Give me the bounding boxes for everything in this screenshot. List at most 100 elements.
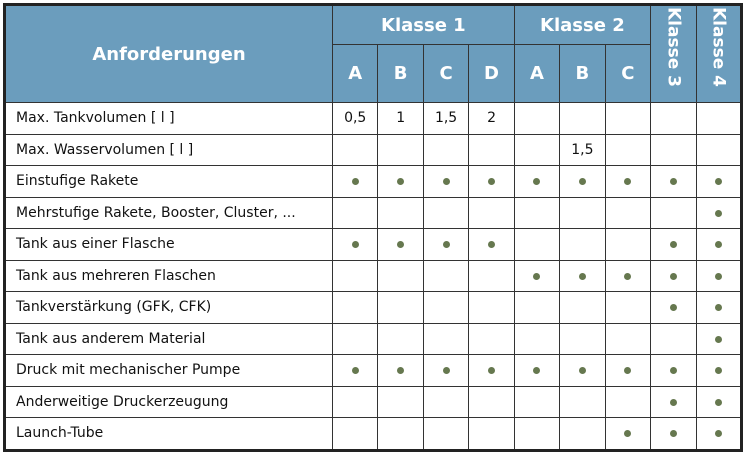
dot-marker-icon	[714, 209, 722, 217]
table-cell	[422, 322, 470, 355]
dot-marker-icon	[624, 272, 632, 280]
header-k1-a: A	[331, 44, 379, 103]
table-row: Tank aus mehreren Flaschen	[4, 259, 742, 292]
dot-marker-icon	[714, 430, 722, 438]
table-cell	[377, 322, 424, 355]
dot-marker-icon	[533, 178, 541, 186]
dot-marker-icon	[351, 178, 359, 186]
table-cell	[468, 385, 515, 418]
table-cell	[468, 322, 515, 355]
dot-marker-icon	[669, 367, 677, 375]
table-cell	[377, 385, 424, 418]
table-row: Tankverstärkung (GFK, CFK)	[4, 291, 742, 324]
dot-marker-icon	[624, 430, 632, 438]
table-row: Max. Wasservolumen [ l ] 1,5	[4, 133, 742, 166]
header-klasse-3: Klasse 3	[650, 4, 697, 103]
dot-marker-icon	[442, 367, 450, 375]
table-cell	[377, 196, 424, 229]
table-cell	[650, 385, 697, 418]
header-k1-d: D	[468, 44, 515, 103]
table-cell	[331, 354, 379, 387]
row-label: Anderweitige Druckerzeugung	[4, 385, 333, 418]
dot-marker-icon	[442, 178, 450, 186]
header-anforderungen: Anforderungen	[4, 4, 333, 103]
table-cell	[331, 417, 379, 451]
table-cell	[468, 354, 515, 387]
header-klasse-4: Klasse 4	[695, 4, 742, 103]
table-cell	[377, 354, 424, 387]
table-cell	[650, 228, 697, 261]
table-cell	[604, 417, 652, 451]
table-body: Max. Tankvolumen [ l ] 0,5 1 1,5 2 Max. Wasse…	[4, 102, 742, 451]
table-cell	[559, 385, 606, 418]
table-cell	[604, 322, 652, 355]
dot-marker-icon	[669, 272, 677, 280]
dot-marker-icon	[578, 272, 586, 280]
dot-marker-icon	[714, 335, 722, 343]
header-k2-c: C	[604, 44, 652, 103]
table-cell	[559, 322, 606, 355]
table-cell	[604, 259, 652, 292]
table-row: Anderweitige Druckerzeugung	[4, 385, 742, 418]
table-cell	[559, 228, 606, 261]
row-label: Max. Tankvolumen [ l ]	[4, 102, 333, 135]
row-label: Tank aus mehreren Flaschen	[4, 259, 333, 292]
dot-marker-icon	[351, 367, 359, 375]
table-cell	[604, 165, 652, 198]
table-cell	[559, 102, 606, 135]
table-cell	[650, 354, 697, 387]
table-row: Mehrstufige Rakete, Booster, Cluster, ..…	[4, 196, 742, 229]
table-cell	[331, 133, 379, 166]
dot-marker-icon	[669, 178, 677, 186]
table-cell	[377, 165, 424, 198]
table-cell	[331, 385, 379, 418]
table-cell	[468, 165, 515, 198]
table-cell	[513, 259, 561, 292]
table-cell	[468, 291, 515, 324]
row-label: Tank aus anderem Material	[4, 322, 333, 355]
table-cell	[695, 417, 742, 451]
table-cell	[650, 196, 697, 229]
table-cell	[422, 228, 470, 261]
table-cell	[422, 291, 470, 324]
table-cell	[695, 228, 742, 261]
table-cell	[513, 133, 561, 166]
table-cell	[377, 259, 424, 292]
dot-marker-icon	[578, 367, 586, 375]
table-cell	[331, 228, 379, 261]
dot-marker-icon	[669, 304, 677, 312]
header-k2-a: A	[513, 44, 561, 103]
table-cell	[650, 417, 697, 451]
table-cell	[468, 417, 515, 451]
table-cell	[650, 133, 697, 166]
dot-marker-icon	[624, 178, 632, 186]
table-cell	[422, 417, 470, 451]
dot-marker-icon	[714, 272, 722, 280]
table-cell	[695, 291, 742, 324]
table-cell	[377, 417, 424, 451]
table-cell	[422, 259, 470, 292]
table-cell	[559, 165, 606, 198]
table-cell	[650, 322, 697, 355]
table-cell	[513, 196, 561, 229]
dot-marker-icon	[397, 367, 405, 375]
table-cell	[513, 417, 561, 451]
table-cell	[468, 133, 515, 166]
header-k1-c: C	[422, 44, 470, 103]
table-cell: 1,5	[559, 133, 606, 166]
table-row: Max. Tankvolumen [ l ] 0,5 1 1,5 2	[4, 102, 742, 135]
table-cell	[604, 291, 652, 324]
table-cell	[331, 322, 379, 355]
table-cell	[695, 102, 742, 135]
table-cell	[695, 385, 742, 418]
table-cell: 1	[377, 102, 424, 135]
table-cell	[604, 354, 652, 387]
table-cell	[695, 354, 742, 387]
dot-marker-icon	[488, 367, 496, 375]
table-cell	[695, 322, 742, 355]
table-cell: 2	[468, 102, 515, 135]
dot-marker-icon	[442, 241, 450, 249]
dot-marker-icon	[669, 398, 677, 406]
table-cell	[650, 102, 697, 135]
table-cell: 0,5	[331, 102, 379, 135]
